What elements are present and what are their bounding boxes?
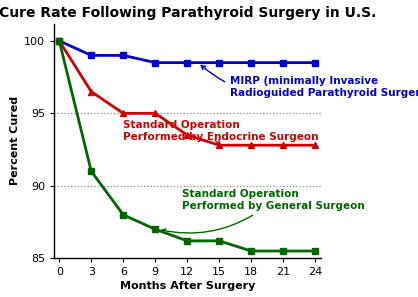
Text: MIRP (minimally Invasive
Radioguided Parathyroid Surgery): MIRP (minimally Invasive Radioguided Par…: [201, 65, 418, 98]
Text: Standard Operation
Performed by Endocrine Surgeon: Standard Operation Performed by Endocrin…: [123, 120, 319, 144]
X-axis label: Months After Surgery: Months After Surgery: [120, 282, 255, 291]
Title: Cure Rate Following Parathyroid Surgery in U.S.: Cure Rate Following Parathyroid Surgery …: [0, 6, 376, 20]
Y-axis label: Percent Cured: Percent Cured: [10, 96, 20, 185]
Text: Standard Operation
Performed by General Surgeon: Standard Operation Performed by General …: [162, 189, 364, 233]
